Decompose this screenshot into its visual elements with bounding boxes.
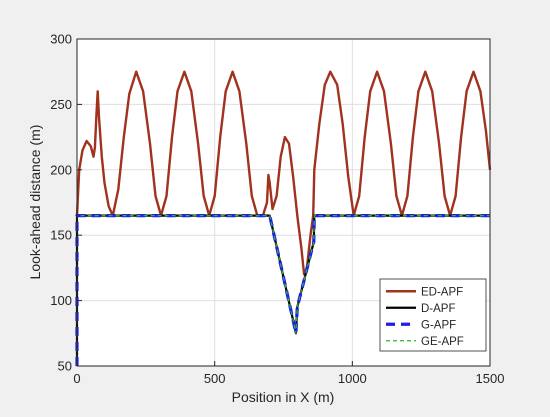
y-tick-label: 200	[50, 162, 72, 177]
y-tick-label: 100	[50, 293, 72, 308]
series-line-ed-apf	[75, 70, 492, 276]
y-tick-label: 150	[50, 228, 72, 243]
legend-label: G-APF	[421, 319, 456, 331]
x-tick-label: 500	[204, 371, 226, 386]
x-tick-label: 1000	[338, 371, 367, 386]
series-line-ge-apf	[76, 215, 490, 366]
y-tick-label: 250	[50, 97, 72, 112]
legend-label: GE-APF	[421, 336, 464, 348]
legend-label: ED-APF	[421, 286, 463, 298]
axes-box	[76, 38, 491, 367]
y-tick-label: 50	[58, 359, 72, 374]
tick-labels: 0 500 1000 1500 50 100 150 200 250 300	[50, 32, 504, 387]
ticks	[76, 38, 491, 367]
legend-label: D-APF	[421, 303, 456, 315]
y-axis-label: Look-ahead distance (m)	[27, 125, 43, 280]
x-tick-label: 0	[73, 371, 80, 386]
series-layer	[75, 70, 492, 366]
y-tick-label: 300	[50, 32, 72, 47]
legend: ED-APF D-APF G-APF GE-APF	[379, 278, 487, 352]
x-tick-label: 1500	[476, 371, 505, 386]
x-axis-label: Position in X (m)	[232, 389, 335, 405]
